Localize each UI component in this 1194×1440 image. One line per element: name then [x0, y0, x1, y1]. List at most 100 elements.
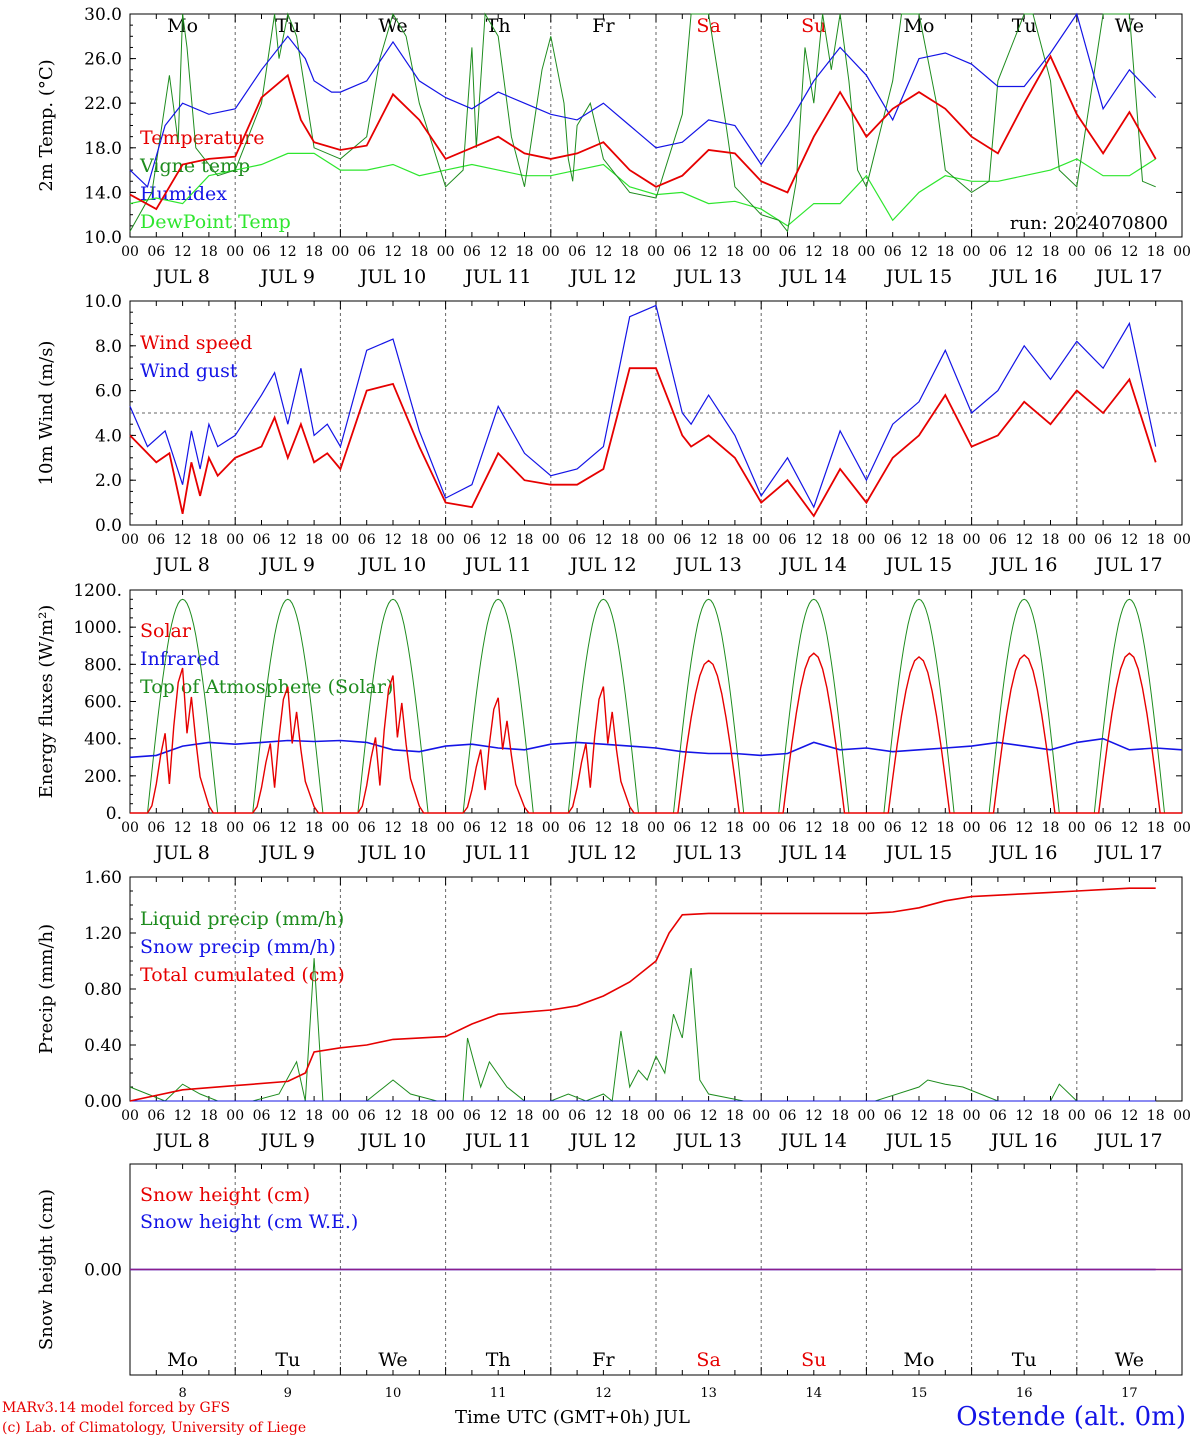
bottom-date-label: 8: [178, 1386, 186, 1401]
dewpoint-line: [129, 152, 1157, 227]
x-hour-label: 06: [884, 244, 902, 260]
x-axis-title: Time UTC (GMT+0h) JUL: [455, 1407, 690, 1428]
x-hour-label: 18: [410, 820, 428, 836]
wind-speed-line: [129, 367, 1157, 518]
x-hour-label: 00: [121, 1108, 139, 1124]
bottom-day-label: Fr: [592, 1349, 615, 1371]
x-hour-label: 12: [594, 532, 612, 548]
y-tick-label: 400.: [84, 730, 122, 750]
x-hour-label: 06: [779, 532, 797, 548]
x-hour-label: 00: [542, 1108, 560, 1124]
x-hour-label: 06: [568, 532, 586, 548]
x-hour-label: 12: [910, 1108, 928, 1124]
infrared-line: [129, 737, 1183, 759]
bottom-date-label: 17: [1121, 1386, 1138, 1401]
x-hour-label: 00: [963, 1108, 981, 1124]
legend-entry: Snow height (cm): [140, 1184, 310, 1206]
x-date-label: JUL 16: [989, 842, 1057, 864]
y-tick-label: 22.0: [84, 94, 122, 114]
x-hour-label: 06: [884, 1108, 902, 1124]
x-hour-label: 00: [331, 1108, 349, 1124]
x-hour-label: 06: [463, 1108, 481, 1124]
y-tick-label: 1000.: [73, 618, 122, 638]
legend-entry: Wind speed: [140, 332, 252, 354]
x-hour-label: 00: [1068, 1108, 1086, 1124]
day-of-week-label: Th: [486, 15, 511, 37]
y-tick-label: 0.00: [84, 1092, 122, 1112]
x-date-label: JUL 9: [259, 266, 315, 288]
x-hour-label: 18: [305, 244, 323, 260]
bottom-date-label: 10: [385, 1386, 402, 1401]
x-hour-label: 18: [200, 820, 218, 836]
bottom-date-label: 15: [911, 1386, 928, 1401]
y-tick-label: 26.0: [84, 50, 122, 70]
x-hour-label: 18: [726, 1108, 744, 1124]
y-tick-label: 0.80: [84, 980, 122, 1000]
x-hour-label: 18: [1042, 1108, 1060, 1124]
bottom-day-label: Th: [486, 1349, 511, 1371]
x-date-label: JUL 14: [779, 1130, 847, 1152]
y-axis-title: Precip (mm/h): [36, 924, 57, 1054]
x-hour-label: 12: [700, 244, 718, 260]
day-of-week-label: Mo: [904, 15, 935, 37]
x-date-label: JUL 11: [463, 1130, 531, 1152]
x-hour-label: 12: [594, 820, 612, 836]
y-axis-title: Snow height (cm): [36, 1189, 57, 1350]
x-hour-label: 18: [305, 820, 323, 836]
x-date-label: JUL 12: [568, 266, 636, 288]
x-hour-label: 18: [621, 532, 639, 548]
x-hour-label: 12: [384, 1108, 402, 1124]
x-date-label: JUL 15: [884, 842, 952, 864]
legend-entry: DewPoint Temp: [140, 211, 291, 233]
x-hour-label: 06: [358, 820, 376, 836]
y-tick-label: 10.0: [84, 292, 122, 312]
x-hour-label: 00: [226, 820, 244, 836]
x-hour-label: 00: [963, 532, 981, 548]
y-tick-label: 8.0: [95, 337, 122, 357]
x-date-label: JUL 15: [884, 1130, 952, 1152]
y-axis-title: Energy fluxes (W/m²): [36, 605, 57, 799]
x-hour-label: 18: [305, 532, 323, 548]
x-hour-label: 06: [358, 532, 376, 548]
x-hour-label: 00: [1068, 244, 1086, 260]
x-hour-label: 06: [568, 820, 586, 836]
x-hour-label: 12: [910, 820, 928, 836]
x-hour-label: 00: [857, 532, 875, 548]
y-tick-label: 0.: [106, 804, 122, 824]
bottom-day-label: We: [378, 1349, 407, 1371]
day-of-week-label: Tu: [1012, 15, 1037, 37]
y-tick-label: 600.: [84, 693, 122, 713]
x-hour-label: 12: [174, 820, 192, 836]
x-hour-label: 00: [1068, 532, 1086, 548]
bottom-day-label: Su: [801, 1349, 826, 1371]
day-of-week-label: We: [1115, 15, 1144, 37]
x-date-label: JUL 17: [1094, 554, 1162, 576]
x-hour-label: 12: [279, 1108, 297, 1124]
x-hour-label: 00: [437, 532, 455, 548]
day-of-week-label: Sa: [696, 15, 720, 37]
legend-entry: Temperature: [140, 127, 264, 149]
x-date-label: JUL 10: [358, 554, 426, 576]
x-hour-label: 18: [621, 1108, 639, 1124]
x-hour-label: 18: [831, 244, 849, 260]
x-hour-label: 00: [647, 820, 665, 836]
x-date-label: JUL 9: [259, 842, 315, 864]
station-name: Ostende (alt. 0m): [956, 1402, 1186, 1432]
x-hour-label: 06: [673, 244, 691, 260]
x-date-label: JUL 14: [779, 842, 847, 864]
x-hour-label: 12: [174, 532, 192, 548]
x-date-label: JUL 10: [358, 266, 426, 288]
x-hour-label: 12: [384, 532, 402, 548]
day-of-week-label: Tu: [275, 15, 300, 37]
x-hour-label: 18: [410, 532, 428, 548]
bottom-day-label: We: [1115, 1349, 1144, 1371]
x-hour-label: 06: [673, 532, 691, 548]
humidex-line: [129, 12, 1157, 188]
x-hour-label: 12: [1015, 820, 1033, 836]
x-date-label: JUL 12: [568, 554, 636, 576]
x-date-label: JUL 13: [673, 266, 741, 288]
x-date-label: JUL 11: [463, 554, 531, 576]
x-hour-label: 06: [989, 820, 1007, 836]
wind-gust-line: [129, 304, 1157, 509]
x-hour-label: 06: [568, 1108, 586, 1124]
